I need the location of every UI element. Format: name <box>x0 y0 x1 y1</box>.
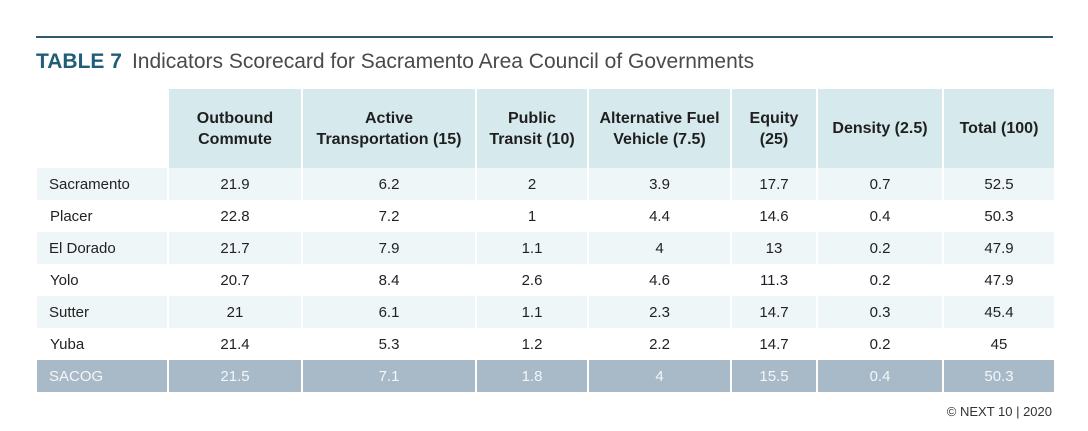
table-row: Placer 22.8 7.2 1 4.4 14.6 0.4 50.3 <box>36 200 1054 232</box>
score-cell: 6.2 <box>301 168 476 200</box>
region-name-cell: Sacramento <box>37 168 168 200</box>
score-cell: 14.7 <box>730 328 817 360</box>
score-cell: 2.2 <box>587 328 731 360</box>
score-cell: 4 <box>587 232 731 264</box>
summary-label-cell: SACOG <box>37 360 168 392</box>
column-header: Equity (25) <box>730 89 817 168</box>
region-name-cell: Sutter <box>37 296 168 328</box>
score-cell: 2.6 <box>475 264 588 296</box>
score-cell: 4.6 <box>587 264 731 296</box>
score-cell: 0.7 <box>816 168 943 200</box>
table-row: Sacramento 21.9 6.2 2 3.9 17.7 0.7 52.5 <box>37 168 1054 200</box>
score-cell: 13 <box>730 232 817 264</box>
table-title: TABLE 7 Indicators Scorecard for Sacramen… <box>36 50 754 74</box>
column-header: Outbound Commute <box>167 89 302 168</box>
table-body: Sacramento 21.9 6.2 2 3.9 17.7 0.7 52.5 Placer 22… <box>36 168 1054 392</box>
table-number: TABLE 7 <box>36 50 122 73</box>
header-cell-empty <box>37 89 168 168</box>
score-cell: 21 <box>167 296 302 328</box>
score-cell: 14.6 <box>730 200 817 232</box>
score-cell: 1.1 <box>475 232 588 264</box>
summary-score-cell: 0.4 <box>816 360 943 392</box>
table-caption: Indicators Scorecard for Sacramento Area… <box>131 50 755 73</box>
summary-score-cell: 21.5 <box>167 360 302 392</box>
score-cell: 21.7 <box>167 232 302 264</box>
table-row: Sutter 21 6.1 1.1 2.3 14.7 0.3 45.4 <box>37 296 1054 328</box>
score-cell: 4.4 <box>587 200 731 232</box>
region-name-cell: Yuba <box>36 328 168 360</box>
summary-score-cell: 50.3 <box>942 360 1054 392</box>
score-cell: 5.3 <box>301 328 476 360</box>
top-rule <box>36 36 1053 38</box>
score-cell: 2.3 <box>587 296 731 328</box>
region-name-cell: Placer <box>36 200 168 232</box>
table-row: Yuba 21.4 5.3 1.2 2.2 14.7 0.2 45 <box>36 328 1054 360</box>
column-header: Total (100) <box>942 89 1054 168</box>
score-cell: 47.9 <box>942 232 1054 264</box>
summary-score-cell: 7.1 <box>301 360 476 392</box>
score-cell: 0.4 <box>816 200 943 232</box>
score-cell: 22.8 <box>167 200 302 232</box>
scorecard-table: Outbound Commute Active Transportation (1… <box>36 89 1054 392</box>
score-cell: 17.7 <box>730 168 817 200</box>
score-cell: 47.9 <box>942 264 1054 296</box>
table-row: Yolo 20.7 8.4 2.6 4.6 11.3 0.2 47.9 <box>36 264 1054 296</box>
score-cell: 7.2 <box>301 200 476 232</box>
score-cell: 6.1 <box>301 296 476 328</box>
column-header: Public Transit (10) <box>475 89 588 168</box>
score-cell: 45 <box>942 328 1054 360</box>
region-name-cell: El Dorado <box>37 232 168 264</box>
score-cell: 8.4 <box>301 264 476 296</box>
score-cell: 0.3 <box>816 296 943 328</box>
score-cell: 2 <box>475 168 588 200</box>
score-cell: 45.4 <box>942 296 1054 328</box>
score-cell: 0.2 <box>816 264 943 296</box>
score-cell: 21.4 <box>167 328 302 360</box>
score-cell: 50.3 <box>942 200 1054 232</box>
summary-score-cell: 1.8 <box>475 360 588 392</box>
score-cell: 14.7 <box>730 296 817 328</box>
summary-score-cell: 4 <box>587 360 731 392</box>
score-cell: 21.9 <box>167 168 302 200</box>
score-cell: 11.3 <box>730 264 817 296</box>
score-cell: 0.2 <box>816 328 943 360</box>
score-cell: 1.1 <box>475 296 588 328</box>
score-cell: 1.2 <box>475 328 588 360</box>
copyright-credit: © NEXT 10 | 2020 <box>946 404 1052 419</box>
score-cell: 52.5 <box>942 168 1054 200</box>
summary-score-cell: 15.5 <box>730 360 817 392</box>
score-cell: 7.9 <box>301 232 476 264</box>
header-row: Outbound Commute Active Transportation (1… <box>37 89 1054 168</box>
score-cell: 20.7 <box>167 264 302 296</box>
column-header: Active Transportation (15) <box>301 89 476 168</box>
score-cell: 3.9 <box>587 168 731 200</box>
score-cell: 0.2 <box>816 232 943 264</box>
summary-row: SACOG 21.5 7.1 1.8 4 15.5 0.4 50.3 <box>37 360 1054 392</box>
column-header: Density (2.5) <box>816 89 943 168</box>
score-cell: 1 <box>475 200 588 232</box>
column-header: Alternative Fuel Vehicle (7.5) <box>587 89 731 168</box>
region-name-cell: Yolo <box>36 264 168 296</box>
table-row: El Dorado 21.7 7.9 1.1 4 13 0.2 47.9 <box>37 232 1054 264</box>
